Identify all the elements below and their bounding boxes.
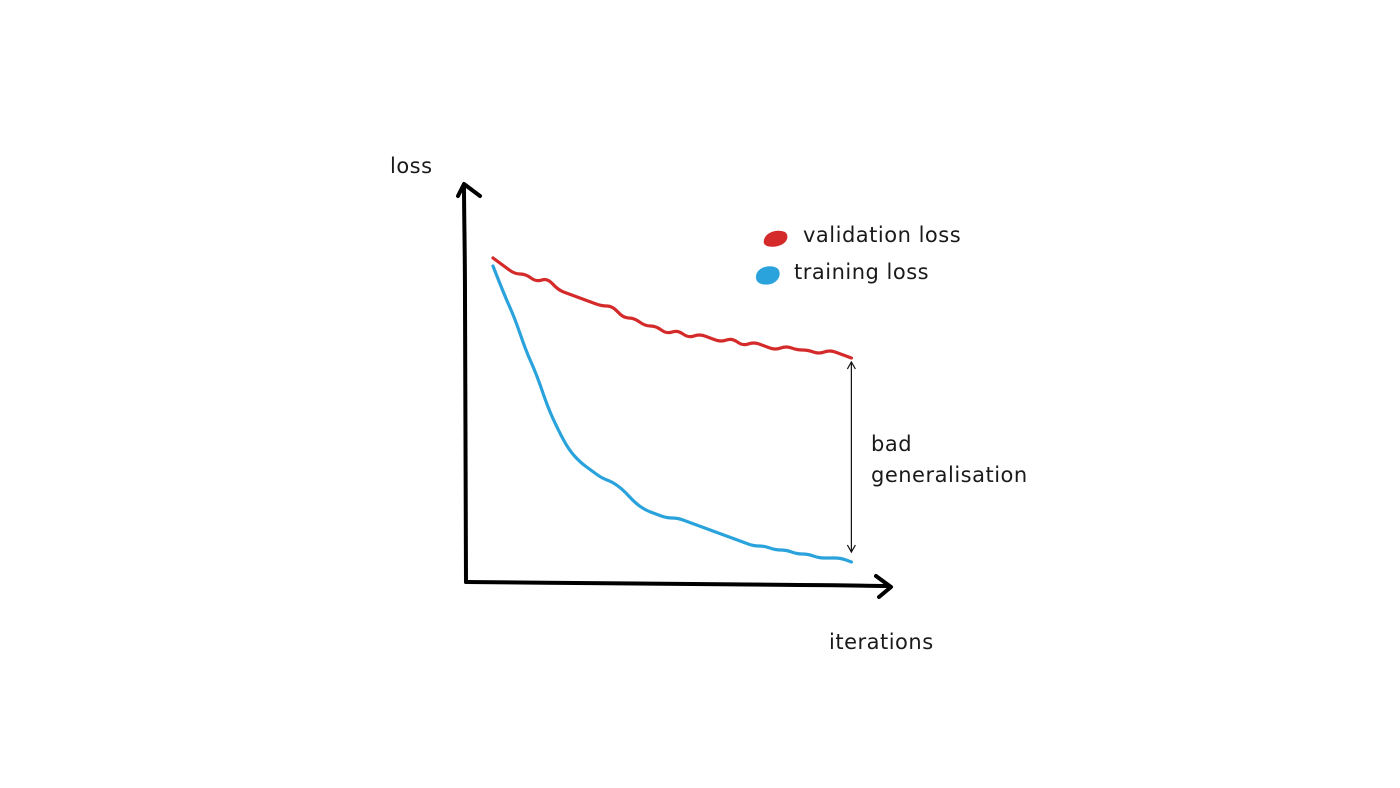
x-axis-label: iterations — [829, 630, 934, 654]
gap-arrow-head-bottom — [846, 544, 856, 554]
series-line-validation-loss — [491, 256, 853, 360]
legend-label-training: training loss — [794, 260, 929, 284]
annotation-line-2: generalisation — [871, 463, 1028, 487]
y-axis-label: loss — [390, 154, 433, 178]
gap-arrow-head-top — [846, 360, 856, 370]
legend: validation loss training loss — [755, 223, 961, 285]
legend-label-validation: validation loss — [803, 223, 961, 247]
legend-marker-validation — [763, 230, 788, 247]
series-line-training-loss — [491, 264, 853, 564]
annotation-line-1: bad — [871, 432, 912, 456]
y-axis-arrowhead — [456, 182, 482, 198]
x-axis-arrowhead — [874, 574, 893, 599]
y-axis — [462, 184, 468, 584]
gap-arrow — [846, 360, 856, 554]
series-layer — [491, 256, 853, 564]
legend-marker-training — [755, 266, 780, 285]
x-axis — [464, 580, 890, 588]
